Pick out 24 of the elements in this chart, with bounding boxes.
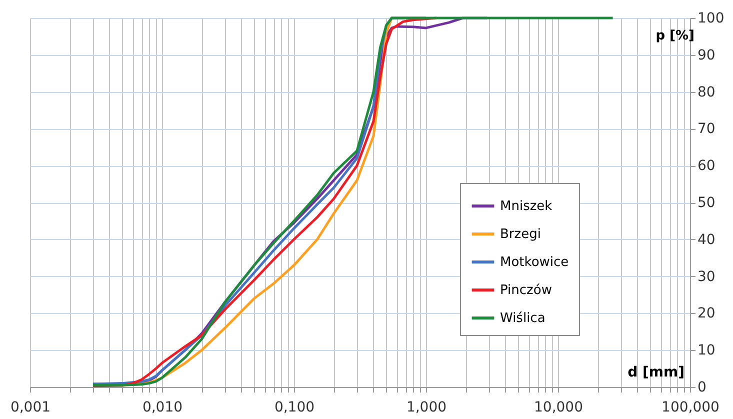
- y-tick-label: 80: [698, 84, 716, 100]
- legend-label: Mniszek: [500, 199, 553, 214]
- y-tick-label: 10: [698, 342, 716, 359]
- x-tick-label: 0,001: [10, 400, 51, 416]
- x-tick-label: 10,000: [534, 400, 583, 416]
- legend-label: Brzegi: [500, 227, 541, 242]
- y-tick-label: 50: [698, 195, 716, 211]
- y-tick-label: 100: [698, 10, 724, 26]
- y-tick-label: 30: [698, 268, 716, 285]
- x-tick-label: 0,010: [142, 400, 183, 416]
- y-tick-label: 60: [698, 158, 716, 174]
- legend-label: Wiślica: [500, 311, 546, 326]
- y-tick-label: 90: [698, 47, 716, 64]
- y-axis-title: p [%]: [656, 28, 694, 44]
- y-tick-label: 0: [698, 380, 706, 396]
- x-tick-label: 1,000: [406, 400, 447, 416]
- legend-label: Motkowice: [500, 255, 569, 270]
- y-tick-label: 20: [698, 306, 716, 322]
- y-tick-label: 70: [698, 121, 716, 138]
- legend-label: Pinczów: [500, 283, 552, 298]
- x-tick-label: 0,100: [274, 400, 315, 416]
- x-axis-title: d [mm]: [628, 364, 684, 380]
- y-tick-label: 40: [698, 232, 716, 248]
- x-tick-label: 100,000: [662, 400, 720, 416]
